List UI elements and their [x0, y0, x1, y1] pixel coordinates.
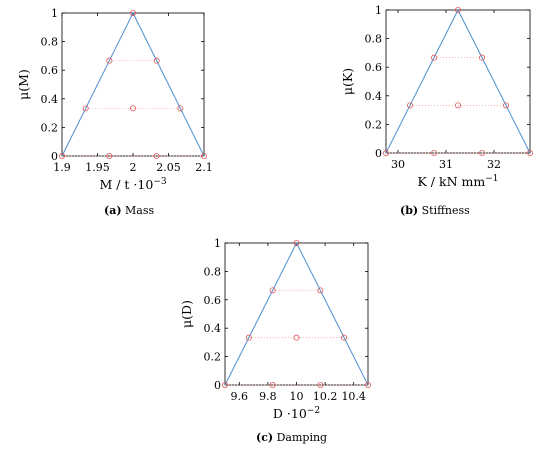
damping-xlabel: D ·10−2: [273, 406, 320, 421]
mass-alpha-cut-point: [153, 57, 160, 64]
damping-alpha-cut-point: [245, 334, 252, 341]
stiffness-alpha-cut-point: [431, 149, 438, 156]
mass-ytick-label: 0.6: [41, 64, 59, 77]
damping-ytick-label: 1: [214, 237, 221, 250]
stiffness-alpha-cut-point: [478, 54, 485, 61]
damping-alpha-cut-point: [317, 381, 324, 388]
chart-mass: 0 0.2 0.4 0.6 0.8 1 1.9 1.95 2 2.05 2.1 M / t ·10−3…: [0, 0, 250, 225]
damping-alpha-cut-point: [341, 334, 348, 341]
stiffness-alpha-cut-point: [431, 54, 438, 61]
damping-alpha-cut-point: [269, 381, 276, 388]
chart-stiffness: 0 0.2 0.4 0.6 0.8 1 30 31 32 K / kN mm−1 μ(K) (b) …: [310, 0, 550, 225]
stiffness-ytick-label: 1: [375, 4, 382, 17]
stiffness-ylabel: μ(K): [340, 68, 355, 95]
mass-alpha-cut-point: [82, 105, 89, 112]
damping-xtick-label: 10.2: [313, 390, 338, 403]
damping-ytick-label: 0.8: [204, 265, 222, 278]
damping-ytick-label: 0.4: [204, 322, 222, 335]
stiffness-xtick-label: 32: [487, 158, 501, 171]
caption-mass-text: Mass: [125, 204, 155, 217]
mass-alpha-cut-point: [59, 152, 66, 159]
mass-ytick-label: 0.4: [41, 93, 59, 106]
damping-ylabel: μ(D): [179, 300, 194, 328]
caption-mass: (a) Mass: [104, 204, 154, 217]
damping-alpha-cut-point: [317, 287, 324, 294]
stiffness-ytick-label: 0.4: [365, 90, 383, 103]
damping-ytick-label: 0.6: [204, 294, 222, 307]
mass-alpha-cut-point: [106, 57, 113, 64]
damping-xtick-label: 10.4: [341, 390, 366, 403]
mass-alpha-cut-point: [153, 152, 160, 159]
damping-alpha-cut-point: [293, 334, 300, 341]
mass-ytick-label: 0.2: [41, 121, 59, 134]
mass-xlabel-exponent: −3: [153, 177, 167, 187]
stiffness-xlabel-text: K / kN mm: [418, 174, 486, 189]
stiffness-alpha-cut-point: [478, 149, 485, 156]
damping-alpha-cut-point: [364, 381, 371, 388]
stiffness-xtick-label: 30: [391, 158, 405, 171]
caption-mass-label: (a): [104, 204, 122, 217]
mass-xlabel-text: M / t ·10: [99, 177, 153, 192]
stiffness-ytick-label: 0: [375, 147, 382, 160]
caption-stiffness: (b) Stiffness: [400, 204, 470, 217]
mass-xtick-label: 2: [130, 161, 137, 174]
mass-ytick-label: 0: [51, 150, 58, 163]
damping-xlabel-text: D ·10: [273, 406, 307, 421]
damping-xlabel-exponent: −2: [307, 406, 320, 416]
stiffness-axes-frame: [385, 9, 531, 154]
damping-alpha-cut-point: [293, 239, 300, 246]
stiffness-alpha-cut-point: [383, 149, 390, 156]
caption-damping-label: (c): [256, 431, 274, 444]
stiffness-ytick-label: 0.2: [365, 118, 383, 131]
mass-alpha-cut-point: [200, 152, 207, 159]
mass-axes-frame: [61, 12, 205, 157]
stiffness-alpha-cut-point: [407, 102, 414, 109]
caption-stiffness-label: (b): [400, 204, 419, 217]
stiffness-xlabel-exponent: −1: [485, 174, 498, 184]
damping-alpha-cut-point: [222, 381, 229, 388]
mass-membership-line: [61, 11, 205, 157]
caption-damping-text: Damping: [276, 431, 328, 444]
damping-xtick-label: 9.6: [231, 390, 249, 403]
stiffness-alpha-cut-point: [526, 149, 533, 156]
mass-ytick-label: 0.8: [41, 36, 59, 49]
chart-mass-svg: 0 0.2 0.4 0.6 0.8 1 1.9 1.95 2 2.05 2.1 M / t ·10−3…: [16, 7, 213, 192]
damping-xtick-label: 9.8: [259, 390, 277, 403]
caption-damping: (c) Damping: [256, 431, 327, 444]
chart-damping-svg: 0 0.2 0.4 0.6 0.8 1 9.6 9.8 10 10.2 10.4 D ·10−2 μ(D…: [179, 237, 371, 421]
stiffness-membership-line: [385, 8, 531, 154]
chart-damping: 0 0.2 0.4 0.6 0.8 1 9.6 9.8 10 10.2 10.4 D ·10−2 μ(D…: [160, 228, 410, 457]
mass-alpha-cut-point: [177, 105, 184, 112]
stiffness-alpha-cut-point: [454, 7, 461, 13]
mass-alpha-cut-point: [106, 152, 113, 159]
mass-ytick-label: 1: [51, 7, 58, 20]
damping-axes-frame: [224, 242, 369, 386]
stiffness-alpha-cut-point: [502, 102, 509, 109]
mass-xtick-label: 1.9: [53, 161, 71, 174]
caption-stiffness-text: Stiffness: [421, 204, 470, 217]
damping-alpha-cut-point: [269, 287, 276, 294]
mass-ylabel: μ(M): [16, 69, 31, 100]
mass-alpha-cut-point: [129, 9, 136, 16]
damping-membership-line: [224, 241, 369, 386]
mass-xlabel: M / t ·10−3: [99, 177, 166, 192]
mass-xtick-label: 2.1: [195, 161, 213, 174]
stiffness-ytick-label: 0.6: [365, 61, 383, 74]
stiffness-xtick-label: 31: [439, 158, 453, 171]
stiffness-xlabel: K / kN mm−1: [418, 174, 499, 189]
damping-ytick-label: 0.2: [204, 351, 222, 364]
mass-xtick-label: 1.95: [85, 161, 110, 174]
mass-alpha-cut-point: [129, 105, 136, 112]
mass-xtick-label: 2.05: [156, 161, 181, 174]
stiffness-ytick-label: 0.8: [365, 33, 383, 46]
stiffness-alpha-cut-point: [454, 102, 461, 109]
damping-xtick-label: 10: [290, 390, 304, 403]
damping-ytick-label: 0: [214, 379, 221, 392]
